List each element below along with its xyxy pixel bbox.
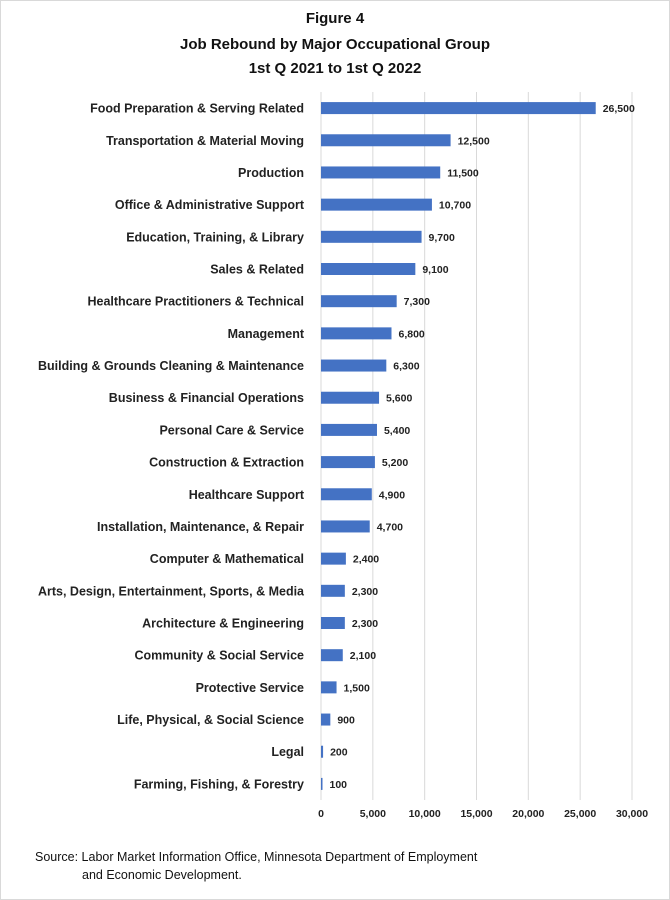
- data-label: 7,300: [404, 296, 430, 308]
- bar: [321, 295, 397, 308]
- category-label: Community & Social Service: [134, 649, 304, 663]
- category-label: Education, Training, & Library: [126, 230, 304, 244]
- data-label: 2,300: [352, 618, 378, 630]
- data-label: 26,500: [603, 103, 635, 115]
- bar: [321, 745, 324, 758]
- category-label: Transportation & Material Moving: [106, 134, 304, 148]
- data-label: 10,700: [439, 200, 471, 212]
- category-label: Management: [228, 327, 305, 341]
- bar: [321, 230, 422, 243]
- x-tick-label: 25,000: [564, 808, 596, 820]
- bar: [321, 777, 323, 790]
- bar: [321, 166, 441, 179]
- data-label: 5,400: [384, 425, 410, 437]
- chart-subtitle: Job Rebound by Major Occupational Group: [179, 36, 490, 53]
- category-label: Production: [238, 166, 304, 180]
- data-label: 200: [330, 747, 348, 759]
- category-label: Food Preparation & Serving Related: [90, 102, 304, 116]
- bar: [321, 102, 596, 115]
- source-line-1: Source: Labor Market Information Office,…: [35, 850, 478, 864]
- bar: [321, 520, 370, 533]
- category-label: Office & Administrative Support: [115, 198, 305, 212]
- bar: [321, 584, 345, 597]
- data-label: 100: [330, 779, 348, 791]
- bar: [321, 359, 387, 372]
- data-label: 2,100: [350, 650, 376, 662]
- bar: [321, 552, 346, 565]
- category-label: Computer & Mathematical: [150, 552, 304, 566]
- category-label: Business & Financial Operations: [109, 391, 304, 405]
- category-label: Construction & Extraction: [149, 456, 304, 470]
- data-label: 6,300: [393, 361, 419, 373]
- data-label: 12,500: [458, 135, 490, 147]
- bar: [321, 423, 377, 436]
- bar: [321, 681, 337, 694]
- category-label: Personal Care & Service: [159, 423, 304, 437]
- x-tick-label: 30,000: [616, 808, 648, 820]
- bar: [321, 617, 345, 629]
- data-label: 5,200: [382, 457, 408, 469]
- bar: [321, 713, 331, 726]
- category-label: Farming, Fishing, & Forestry: [134, 777, 304, 791]
- bar: [321, 488, 372, 501]
- category-label: Healthcare Practitioners & Technical: [87, 295, 304, 309]
- chart-title: Figure 4: [305, 10, 365, 27]
- x-tick-label: 5,000: [360, 808, 386, 820]
- data-label: 6,800: [398, 328, 424, 340]
- category-label: Building & Grounds Cleaning & Maintenanc…: [38, 359, 304, 373]
- category-label: Healthcare Support: [189, 488, 305, 502]
- category-label: Architecture & Engineering: [142, 617, 304, 631]
- data-label: 9,100: [422, 264, 448, 276]
- x-tick-label: 10,000: [409, 808, 441, 820]
- bar: [321, 134, 451, 147]
- bar: [321, 327, 392, 340]
- data-label: 4,900: [379, 489, 405, 501]
- data-label: 2,300: [352, 586, 378, 598]
- source-line-2: and Economic Development.: [82, 868, 242, 882]
- data-label: 4,700: [377, 521, 403, 533]
- bar: [321, 391, 380, 404]
- category-label: Legal: [271, 745, 304, 759]
- x-tick-label: 20,000: [512, 808, 544, 820]
- category-label: Installation, Maintenance, & Repair: [97, 520, 304, 534]
- x-tick-label: 0: [318, 808, 324, 820]
- data-label: 11,500: [447, 167, 479, 179]
- source-note: Source: Labor Market Information Office,…: [35, 848, 477, 884]
- category-label: Arts, Design, Entertainment, Sports, & M…: [38, 584, 305, 598]
- data-label: 9,700: [429, 232, 455, 244]
- data-label: 900: [337, 715, 355, 727]
- category-label: Sales & Related: [210, 263, 304, 277]
- data-label: 5,600: [386, 393, 412, 405]
- bar: [321, 198, 432, 211]
- data-label: 1,500: [344, 682, 370, 694]
- data-label: 2,400: [353, 554, 379, 566]
- category-label: Life, Physical, & Social Science: [117, 713, 304, 727]
- bar: [321, 263, 416, 275]
- x-tick-label: 15,000: [460, 808, 492, 820]
- chart-date-range: 1st Q 2021 to 1st Q 2022: [248, 60, 422, 77]
- bar: [321, 649, 343, 662]
- category-label: Protective Service: [196, 681, 304, 695]
- bar: [321, 456, 375, 469]
